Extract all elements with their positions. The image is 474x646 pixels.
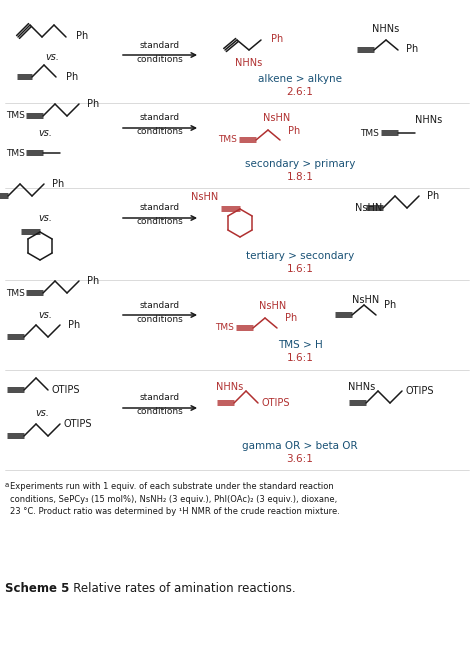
Text: 3.6:1: 3.6:1 xyxy=(287,454,313,464)
Text: vs.: vs. xyxy=(45,52,59,62)
Text: standard: standard xyxy=(140,393,180,402)
Text: NsHN: NsHN xyxy=(352,295,379,305)
Text: OTIPS: OTIPS xyxy=(406,386,435,396)
Text: OTIPS: OTIPS xyxy=(52,385,81,395)
Text: Ph: Ph xyxy=(66,72,78,82)
Text: standard: standard xyxy=(140,203,180,213)
Text: Ph: Ph xyxy=(68,320,80,330)
Text: conditions: conditions xyxy=(137,408,183,417)
Text: conditions: conditions xyxy=(137,315,183,324)
Text: standard: standard xyxy=(140,41,180,50)
Text: TMS: TMS xyxy=(6,149,25,158)
Text: NHNs: NHNs xyxy=(415,115,442,125)
Text: tertiary > secondary: tertiary > secondary xyxy=(246,251,354,261)
Text: Ph: Ph xyxy=(427,191,439,201)
Text: TMS: TMS xyxy=(360,129,379,138)
Text: Ph: Ph xyxy=(384,300,396,310)
Text: vs.: vs. xyxy=(35,408,49,418)
Text: NHNs: NHNs xyxy=(373,24,400,34)
Text: NsHN: NsHN xyxy=(355,203,382,213)
Text: secondary > primary: secondary > primary xyxy=(245,159,355,169)
Text: Ph: Ph xyxy=(87,276,99,286)
Text: 1.8:1: 1.8:1 xyxy=(287,172,313,182)
Text: NHNs: NHNs xyxy=(348,382,375,392)
Text: Relative rates of amination reactions.: Relative rates of amination reactions. xyxy=(62,582,296,595)
Text: conditions: conditions xyxy=(137,54,183,63)
Text: NsHN: NsHN xyxy=(259,301,286,311)
Text: 2.6:1: 2.6:1 xyxy=(287,87,313,97)
Text: 1.6:1: 1.6:1 xyxy=(287,353,313,363)
Text: standard: standard xyxy=(140,300,180,309)
Text: vs.: vs. xyxy=(38,310,52,320)
Text: OTIPS: OTIPS xyxy=(262,398,291,408)
Text: alkene > alkyne: alkene > alkyne xyxy=(258,74,342,84)
Text: TMS: TMS xyxy=(6,112,25,121)
Text: vs.: vs. xyxy=(38,128,52,138)
Text: Ph: Ph xyxy=(288,126,300,136)
Text: gamma OR > beta OR: gamma OR > beta OR xyxy=(242,441,358,451)
Text: NsHN: NsHN xyxy=(191,192,218,202)
Text: a: a xyxy=(5,482,9,488)
Text: Ph: Ph xyxy=(76,31,88,41)
Text: Ph: Ph xyxy=(406,44,418,54)
Text: Ph: Ph xyxy=(271,34,283,44)
Text: Experiments run with 1 equiv. of each substrate under the standard reaction
cond: Experiments run with 1 equiv. of each su… xyxy=(10,482,340,516)
Text: conditions: conditions xyxy=(137,127,183,136)
Text: conditions: conditions xyxy=(137,218,183,227)
Text: TMS: TMS xyxy=(218,136,237,145)
Text: NsHN: NsHN xyxy=(263,113,290,123)
Text: TMS: TMS xyxy=(215,324,234,333)
Text: TMS: TMS xyxy=(6,289,25,298)
Text: Ph: Ph xyxy=(285,313,297,323)
Text: TMS > H: TMS > H xyxy=(278,340,322,350)
Text: Scheme 5: Scheme 5 xyxy=(5,582,69,595)
Text: NHNs: NHNs xyxy=(216,382,244,392)
Text: Ph: Ph xyxy=(52,179,64,189)
Text: standard: standard xyxy=(140,114,180,123)
Text: OTIPS: OTIPS xyxy=(64,419,92,429)
Text: Ph: Ph xyxy=(87,99,99,109)
Text: 1.6:1: 1.6:1 xyxy=(287,264,313,274)
Text: vs.: vs. xyxy=(38,213,52,223)
Text: NHNs: NHNs xyxy=(236,58,263,68)
